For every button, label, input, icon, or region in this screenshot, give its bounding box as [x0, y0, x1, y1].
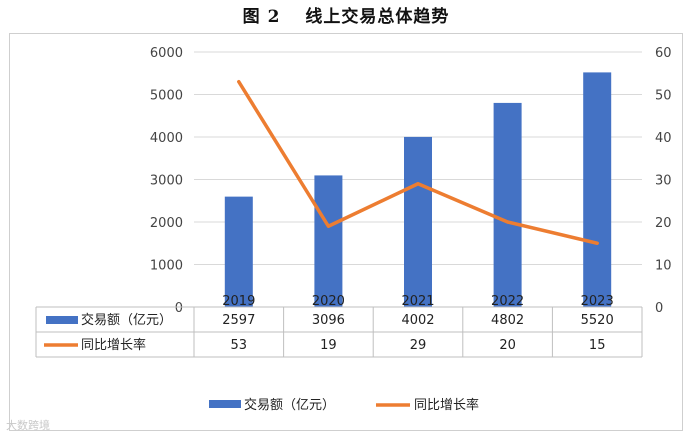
right-tick-label: 10 [655, 259, 672, 274]
table-cell: 19 [320, 338, 337, 353]
bar-series [224, 72, 612, 308]
left-axis-ticks: 0 1000 2000 3000 4000 5000 6000 [150, 46, 183, 316]
bar [583, 72, 612, 308]
table-cell: 15 [589, 338, 606, 353]
left-tick-label: 5000 [150, 89, 183, 104]
category-label: 2023 [581, 294, 614, 309]
left-tick-label: 4000 [150, 131, 183, 146]
chart-title: 图 2 线上交易总体趋势 [242, 7, 450, 27]
bar [493, 102, 522, 307]
line-series [237, 80, 599, 245]
legend-label-line: 同比增长率 [414, 397, 479, 413]
left-tick-label: 1000 [150, 259, 183, 274]
table-cell: 2597 [222, 313, 255, 328]
left-tick-label: 2000 [150, 216, 183, 231]
table-cell: 4002 [401, 313, 434, 328]
line-point [416, 182, 420, 186]
line-point [237, 80, 241, 84]
right-tick-label: 40 [655, 131, 672, 146]
bar [314, 175, 343, 307]
category-label: 2022 [491, 294, 524, 309]
table-cell: 4802 [491, 313, 524, 328]
line-point [506, 220, 510, 224]
right-tick-label: 20 [655, 216, 672, 231]
table-legend-swatch-bar [46, 316, 78, 324]
line-point [595, 241, 599, 245]
legend: 交易额（亿元） 同比增长率 [209, 397, 479, 413]
table-cell: 20 [499, 338, 516, 353]
table-series-name: 同比增长率 [81, 337, 146, 353]
left-tick-label: 0 [175, 301, 183, 316]
left-tick-label: 3000 [150, 174, 183, 189]
bar [224, 196, 253, 307]
chart-frame [9, 33, 683, 431]
right-tick-label: 50 [655, 89, 672, 104]
right-tick-label: 0 [655, 301, 663, 316]
left-tick-label: 6000 [150, 46, 183, 61]
category-label: 2020 [312, 294, 345, 309]
table-cell: 5520 [581, 313, 614, 328]
right-axis-ticks: 0 10 20 30 40 50 60 [655, 46, 672, 316]
table-cell: 29 [410, 338, 427, 353]
legend-swatch-bar [209, 400, 241, 408]
table-series-name: 交易额（亿元） [81, 312, 172, 328]
line-point [326, 224, 330, 228]
bar [404, 136, 432, 307]
right-tick-label: 30 [655, 174, 672, 189]
table-cell: 53 [231, 338, 248, 353]
category-label: 2021 [401, 294, 434, 309]
right-tick-label: 60 [655, 46, 672, 61]
category-label: 2019 [222, 294, 255, 309]
legend-label-bar: 交易额（亿元） [244, 397, 335, 413]
watermark: 大数跨境 [6, 419, 50, 432]
table-cell: 3096 [312, 313, 345, 328]
